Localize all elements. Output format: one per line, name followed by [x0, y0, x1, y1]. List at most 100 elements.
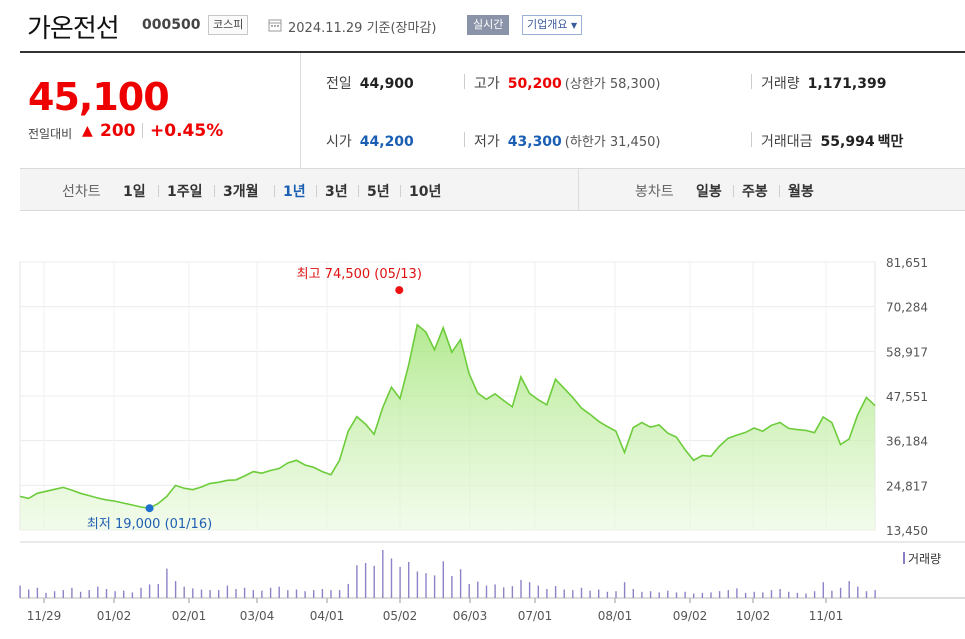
y-tick-label: 47,551: [886, 390, 928, 404]
divider: [751, 74, 752, 89]
volume-bar: [813, 591, 816, 598]
volume-bar: [71, 587, 73, 598]
divider: [358, 185, 359, 197]
company-overview-button[interactable]: 기업개요 ▼: [522, 15, 583, 35]
volume-bar: [796, 592, 799, 598]
volume-bar: [589, 590, 591, 598]
stat-value: 1,171,399: [807, 76, 887, 92]
price-chart-svg: 81,651 70,284 58,917 47,551 36,184 24,817 13,4…: [19, 256, 965, 623]
volume-bar: [148, 584, 151, 598]
low-annotation: 최저 19,000 (01/16): [87, 517, 212, 532]
period-1y[interactable]: 1년: [283, 184, 306, 200]
realtime-button[interactable]: 실시간: [467, 15, 510, 35]
y-tick-label: 13,450: [886, 524, 928, 538]
divider: [274, 185, 275, 197]
amount-unit: 백만: [877, 134, 904, 150]
volume-bar: [209, 590, 211, 598]
volume-bar: [684, 591, 686, 598]
volume-bar: [580, 587, 583, 598]
volume-bar: [45, 592, 47, 598]
volume-bar: [19, 585, 21, 598]
volume-bar: [503, 587, 505, 598]
calendar-icon: [268, 19, 282, 32]
volume-bar: [459, 569, 462, 598]
x-tick-label: 06/03: [453, 609, 488, 623]
y-tick-label: 70,284: [886, 301, 928, 315]
high-annotation: 최고 74,500 (05/13): [297, 267, 422, 282]
price-chart[interactable]: 81,651 70,284 58,917 47,551 36,184 24,817 13,4…: [0, 240, 965, 639]
volume-bar: [744, 592, 747, 598]
candle-monthly[interactable]: 월봉: [788, 184, 814, 200]
stat-value: 50,200: [507, 76, 562, 92]
volume-bar: [598, 589, 600, 598]
divider: [158, 185, 159, 197]
divider: [214, 185, 215, 197]
volume-bar: [356, 565, 358, 598]
period-1d[interactable]: 1일: [123, 184, 146, 200]
period-3y[interactable]: 3년: [325, 184, 348, 200]
high-marker: [395, 286, 404, 295]
volume-bar: [88, 590, 90, 598]
volume-bar: [425, 573, 427, 598]
y-tick-label: 81,651: [886, 256, 928, 270]
volume-bar: [140, 587, 142, 598]
volume-bar: [805, 593, 807, 598]
market-badge: 코스피: [208, 15, 249, 35]
volume-bar: [226, 585, 229, 598]
period-bar: 선차트 1일 1주일 3개월 1년 3년 5년 10년 봉차트 일봉 주봉 월봉: [20, 169, 965, 211]
volume-bar: [97, 586, 99, 598]
stat-label: 저가: [474, 134, 500, 150]
volume-bar: [667, 590, 669, 598]
date-text: 2024.11.29 기준(장마감): [288, 21, 437, 36]
header-divider: [20, 51, 965, 53]
volume-bar: [53, 591, 56, 598]
divider: [779, 185, 780, 197]
x-tick-label: 10/02: [736, 609, 771, 623]
volume-bar: [511, 586, 514, 598]
volume-bar: [321, 589, 324, 598]
volume-bar: [537, 585, 539, 598]
volume-bar: [157, 583, 159, 598]
volume-bar: [408, 561, 410, 598]
candle-daily[interactable]: 일봉: [696, 184, 722, 200]
volume-bar: [546, 589, 548, 598]
change-percent: +0.45%: [150, 121, 224, 141]
volume-bar: [218, 590, 220, 598]
volume-bar: [563, 589, 565, 598]
volume-bar: [261, 590, 263, 598]
volume-bar: [192, 588, 194, 598]
stat-low: 저가 43,300 (하한가 31,450): [474, 131, 660, 151]
volume-bar: [338, 590, 341, 598]
volume-bar: [347, 583, 349, 598]
x-tick-label: 03/04: [240, 609, 275, 623]
stat-value: 43,300: [507, 134, 562, 150]
volume-bar: [753, 591, 755, 598]
stat-label: 거래대금: [761, 134, 813, 150]
divider: [578, 169, 579, 211]
candle-weekly[interactable]: 주봉: [742, 184, 768, 200]
divider: [733, 185, 734, 197]
volume-bar: [433, 575, 436, 598]
company-overview-label: 기업개요: [527, 18, 568, 31]
volume-bar: [252, 590, 254, 598]
volume-bar: [468, 583, 470, 598]
period-5y[interactable]: 5년: [367, 184, 390, 200]
volume-bar: [416, 571, 419, 598]
low-marker: [145, 504, 154, 513]
volume-bar: [390, 558, 393, 598]
volume-legend-swatch: [903, 552, 905, 564]
y-tick-label: 58,917: [886, 345, 928, 359]
stat-high: 고가 50,200 (상한가 58,300): [474, 73, 660, 93]
divider: [400, 185, 401, 197]
volume-bar: [770, 590, 773, 598]
x-tick-label: 04/01: [310, 609, 345, 623]
x-tick-label: 11/29: [27, 609, 62, 623]
period-10y[interactable]: 10년: [409, 184, 442, 200]
volume-bar: [278, 586, 280, 598]
volume-bar: [658, 592, 660, 598]
volume-bar: [399, 566, 401, 598]
period-3m[interactable]: 3개월: [223, 184, 259, 200]
period-1w[interactable]: 1주일: [167, 184, 203, 200]
stock-code: 000500: [142, 17, 201, 33]
volume-bar: [131, 592, 134, 598]
